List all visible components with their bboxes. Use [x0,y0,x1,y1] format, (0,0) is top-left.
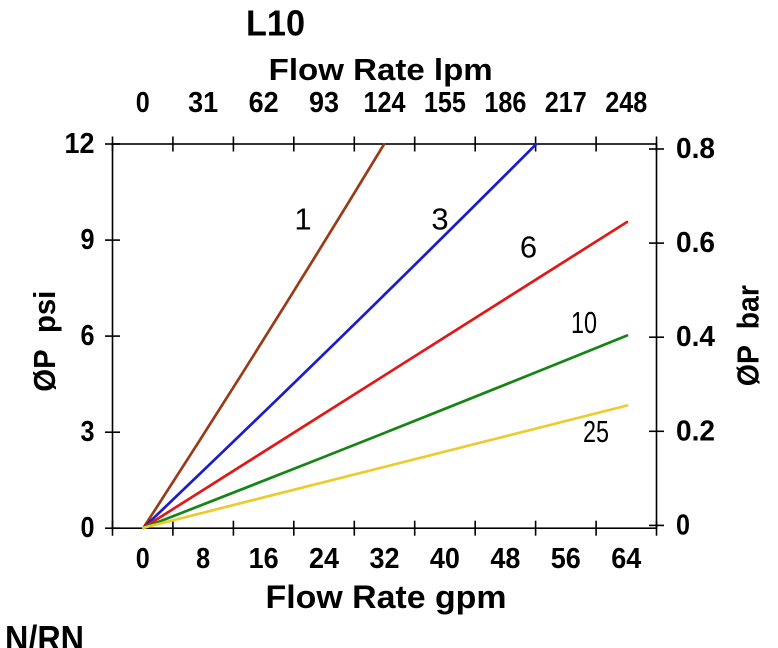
svg-text:L10: L10 [246,3,305,44]
svg-text:24: 24 [309,543,339,575]
svg-text:25: 25 [583,414,609,449]
svg-text:93: 93 [309,87,339,119]
svg-text:155: 155 [424,87,466,119]
svg-text:0.6: 0.6 [676,227,715,259]
svg-text:217: 217 [545,87,587,119]
svg-text:0: 0 [676,509,690,541]
svg-text:0.8: 0.8 [676,133,715,165]
svg-text:56: 56 [551,543,581,575]
svg-text:16: 16 [249,543,279,575]
svg-text:ØP bar: ØP bar [731,285,766,386]
svg-text:248: 248 [605,87,647,119]
svg-text:0: 0 [136,543,150,575]
svg-text:186: 186 [484,87,526,119]
svg-text:N/RN: N/RN [5,618,84,648]
svg-text:3: 3 [81,416,95,448]
svg-text:0: 0 [81,512,95,544]
svg-text:3: 3 [431,202,448,237]
svg-text:62: 62 [249,87,279,119]
svg-text:8: 8 [196,543,210,575]
svg-text:1: 1 [294,202,311,237]
svg-text:32: 32 [370,543,400,575]
svg-text:12: 12 [65,128,95,160]
svg-text:64: 64 [611,543,641,575]
svg-text:40: 40 [430,543,460,575]
svg-text:0.2: 0.2 [676,415,715,447]
svg-text:Flow Rate gpm: Flow Rate gpm [266,579,507,615]
svg-text:9: 9 [81,224,95,256]
svg-text:10: 10 [571,305,597,340]
svg-text:6: 6 [520,230,537,265]
svg-text:0.4: 0.4 [676,321,715,353]
svg-text:48: 48 [490,543,520,575]
svg-text:Flow Rate lpm: Flow Rate lpm [269,52,493,87]
svg-text:31: 31 [188,87,218,119]
svg-text:ØP psi: ØP psi [27,291,62,392]
svg-text:0: 0 [136,87,150,119]
svg-text:6: 6 [81,320,95,352]
svg-text:124: 124 [364,87,406,119]
